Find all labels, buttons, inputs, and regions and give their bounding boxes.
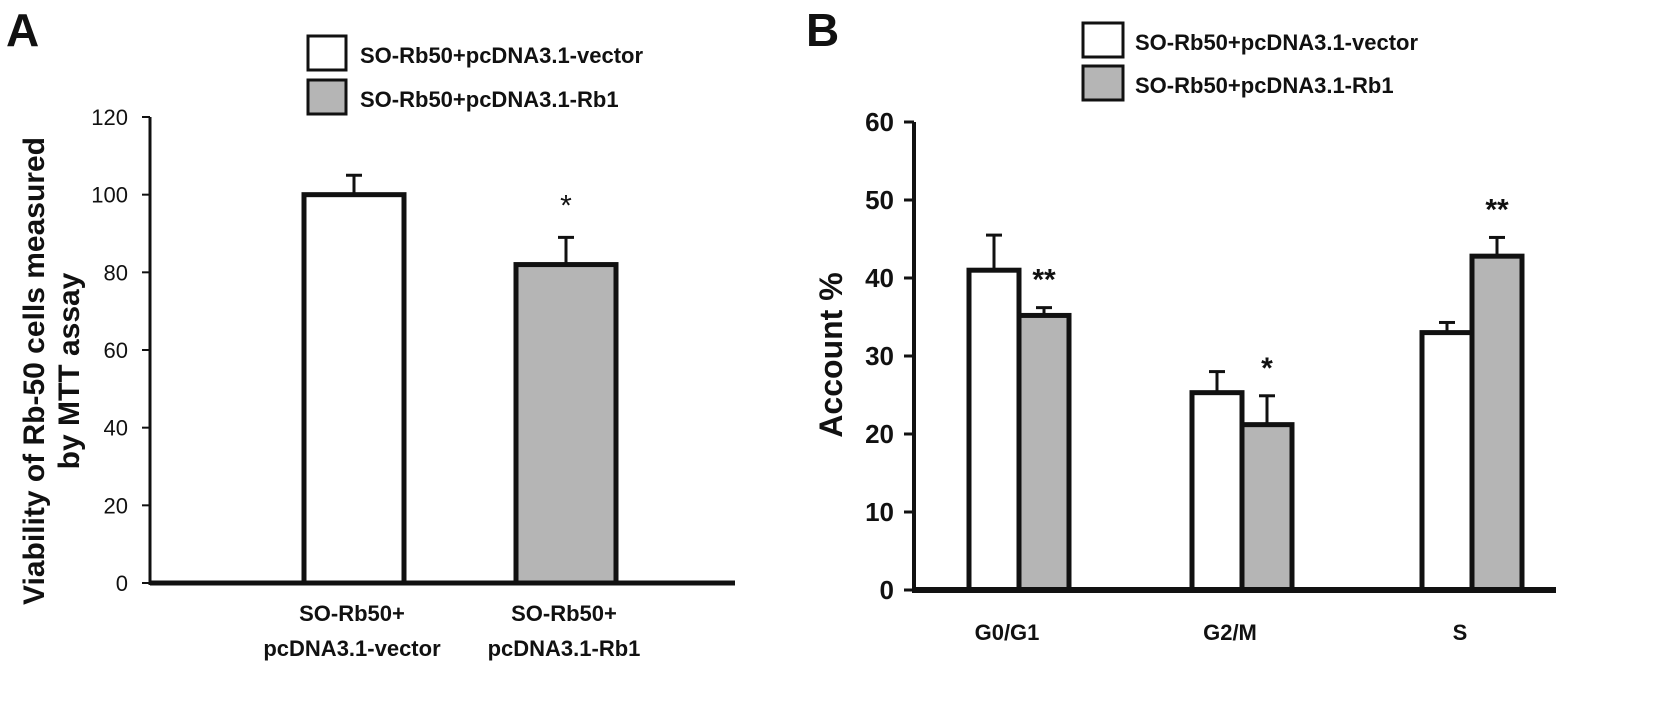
panel-a-y-ticks: 0 20 40 60 80 100 120 bbox=[91, 105, 150, 596]
y-tick-label: 0 bbox=[116, 571, 128, 596]
panel-a-category-labels: SO-Rb50+ pcDNA3.1-vector SO-Rb50+ pcDNA3.1-… bbox=[263, 601, 640, 661]
legend-swatch bbox=[1081, 64, 1125, 102]
panel-a-bars: * bbox=[301, 173, 619, 586]
legend-label: SO-Rb50+pcDNA3.1-vector bbox=[360, 43, 643, 68]
y-tick-label: 100 bbox=[91, 183, 128, 208]
y-tick-label: 50 bbox=[865, 185, 894, 215]
category-label: S bbox=[1453, 620, 1468, 645]
legend-swatch bbox=[1081, 21, 1125, 59]
y-tick-label: 10 bbox=[865, 497, 894, 527]
panel-b-axes bbox=[912, 122, 1556, 593]
panel-b-y-axis-label: Account % bbox=[813, 272, 849, 437]
panel-a-y-axis-label-line1: Viability of Rb-50 cells measured bbox=[18, 137, 51, 605]
legend-label: SO-Rb50+pcDNA3.1-Rb1 bbox=[1135, 73, 1394, 98]
legend-swatch bbox=[306, 34, 348, 72]
category-label-line1: SO-Rb50+ bbox=[511, 601, 617, 626]
panel-a-y-axis-label-line2: by MTT assay bbox=[53, 272, 86, 469]
significance-marker: * bbox=[560, 189, 572, 222]
panel-b-category-labels: G0/G1 G2/M S bbox=[975, 620, 1468, 645]
y-tick-label: 20 bbox=[865, 419, 894, 449]
panel-a: A SO-Rb50+pcDNA3.1-vectorSO-Rb50+pcDNA3.… bbox=[6, 4, 735, 661]
panel-a-legend: SO-Rb50+pcDNA3.1-vector SO-Rb50+pcDNA3.1-… bbox=[306, 34, 643, 116]
panel-a-letter: A bbox=[6, 4, 39, 56]
panel-a-axes bbox=[148, 117, 735, 586]
bar bbox=[1419, 330, 1475, 593]
panel-b-bars: ***** bbox=[966, 193, 1525, 593]
significance-marker: ** bbox=[1485, 193, 1509, 226]
panel-b-y-ticks: 0 10 20 30 40 50 60 bbox=[865, 107, 914, 605]
y-tick-label: 40 bbox=[865, 263, 894, 293]
category-label: G2/M bbox=[1203, 620, 1257, 645]
category-label-line2: pcDNA3.1-vector bbox=[263, 636, 441, 661]
y-tick-label: 20 bbox=[104, 493, 128, 518]
y-tick-label: 30 bbox=[865, 341, 894, 371]
bar bbox=[1189, 390, 1245, 593]
bar bbox=[966, 267, 1022, 593]
legend-label: SO-Rb50+pcDNA3.1-vector bbox=[1135, 30, 1418, 55]
category-label-line2: pcDNA3.1-Rb1 bbox=[488, 636, 641, 661]
legend-swatch bbox=[306, 78, 348, 116]
bar bbox=[513, 262, 619, 586]
bar bbox=[301, 192, 407, 586]
panel-b: B SO-Rb50+pcDNA3.1-vectorSO-Rb50+pcDNA3.… bbox=[806, 4, 1556, 645]
category-label: G0/G1 bbox=[975, 620, 1040, 645]
y-tick-label: 0 bbox=[880, 575, 894, 605]
y-tick-label: 60 bbox=[104, 338, 128, 363]
bar bbox=[1239, 422, 1295, 593]
legend-label: SO-Rb50+pcDNA3.1-Rb1 bbox=[360, 87, 619, 112]
y-tick-label: 40 bbox=[104, 416, 128, 441]
y-tick-label: 80 bbox=[104, 260, 128, 285]
y-tick-label: 120 bbox=[91, 105, 128, 130]
significance-marker: * bbox=[1261, 352, 1273, 385]
y-tick-label: 60 bbox=[865, 107, 894, 137]
panel-b-legend: SO-Rb50+pcDNA3.1-vector SO-Rb50+pcDNA3.1-… bbox=[1081, 21, 1418, 102]
panel-b-letter: B bbox=[806, 4, 839, 56]
category-label-line1: SO-Rb50+ bbox=[299, 601, 405, 626]
bar bbox=[1469, 253, 1525, 593]
significance-marker: ** bbox=[1032, 264, 1056, 297]
bar bbox=[1016, 312, 1072, 593]
